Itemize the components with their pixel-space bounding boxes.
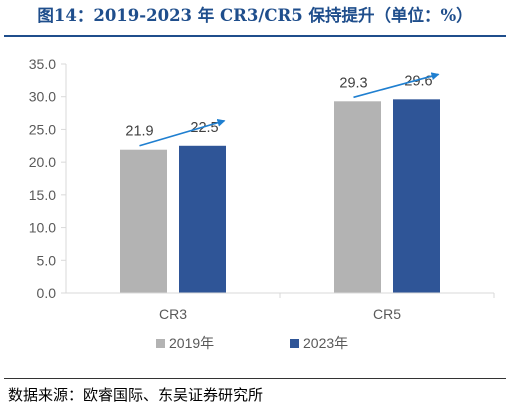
bar-cr3-2019 [120, 149, 167, 293]
y-tick-label: 5.0 [37, 252, 57, 268]
bars [120, 99, 440, 294]
y-tick-label: 0.0 [37, 285, 57, 301]
bar-chart: 0.0 5.0 10.0 15.0 20.0 25.0 30.0 35.0 CR3 CR5 21… [29, 56, 495, 351]
source-note: 数据来源：欧睿国际、东吴证券研究所 [8, 386, 264, 404]
legend-label: 2023年 [303, 335, 348, 351]
y-tick-label: 15.0 [29, 187, 56, 203]
y-tick-label: 35.0 [29, 56, 56, 72]
y-tick-label: 25.0 [29, 121, 56, 137]
title-rule [4, 35, 506, 37]
figure-title: 图14：2019-2023 年 CR3/CR5 保持提升（单位：%） [37, 6, 473, 25]
trend-arrows [139, 72, 440, 147]
trend-arrow-cr3 [139, 118, 226, 147]
legend-swatch [290, 339, 299, 348]
y-tick-label: 20.0 [29, 154, 56, 170]
data-labels: 21.9 22.5 29.3 29.6 [125, 73, 432, 139]
bar-cr3-2023 [179, 145, 226, 293]
data-label: 29.6 [404, 73, 432, 89]
y-tick-label: 30.0 [29, 89, 56, 105]
trend-arrow-cr5 [353, 72, 440, 99]
data-label: 29.3 [339, 75, 367, 91]
x-axis: CR3 CR5 [66, 292, 495, 322]
legend-label: 2019年 [169, 335, 214, 351]
data-label: 21.9 [125, 124, 153, 140]
legend: 2019年 2023年 [156, 335, 348, 351]
x-tick-label: CR5 [373, 306, 401, 322]
bottom-rule [4, 378, 506, 379]
legend-swatch [156, 339, 165, 348]
bar-cr5-2023 [393, 99, 440, 294]
data-label: 22.5 [190, 120, 218, 136]
x-tick-label: CR3 [159, 306, 187, 322]
bar-cr5-2019 [334, 101, 381, 293]
y-axis: 0.0 5.0 10.0 15.0 20.0 25.0 30.0 35.0 [29, 56, 67, 301]
y-tick-label: 10.0 [29, 220, 56, 236]
